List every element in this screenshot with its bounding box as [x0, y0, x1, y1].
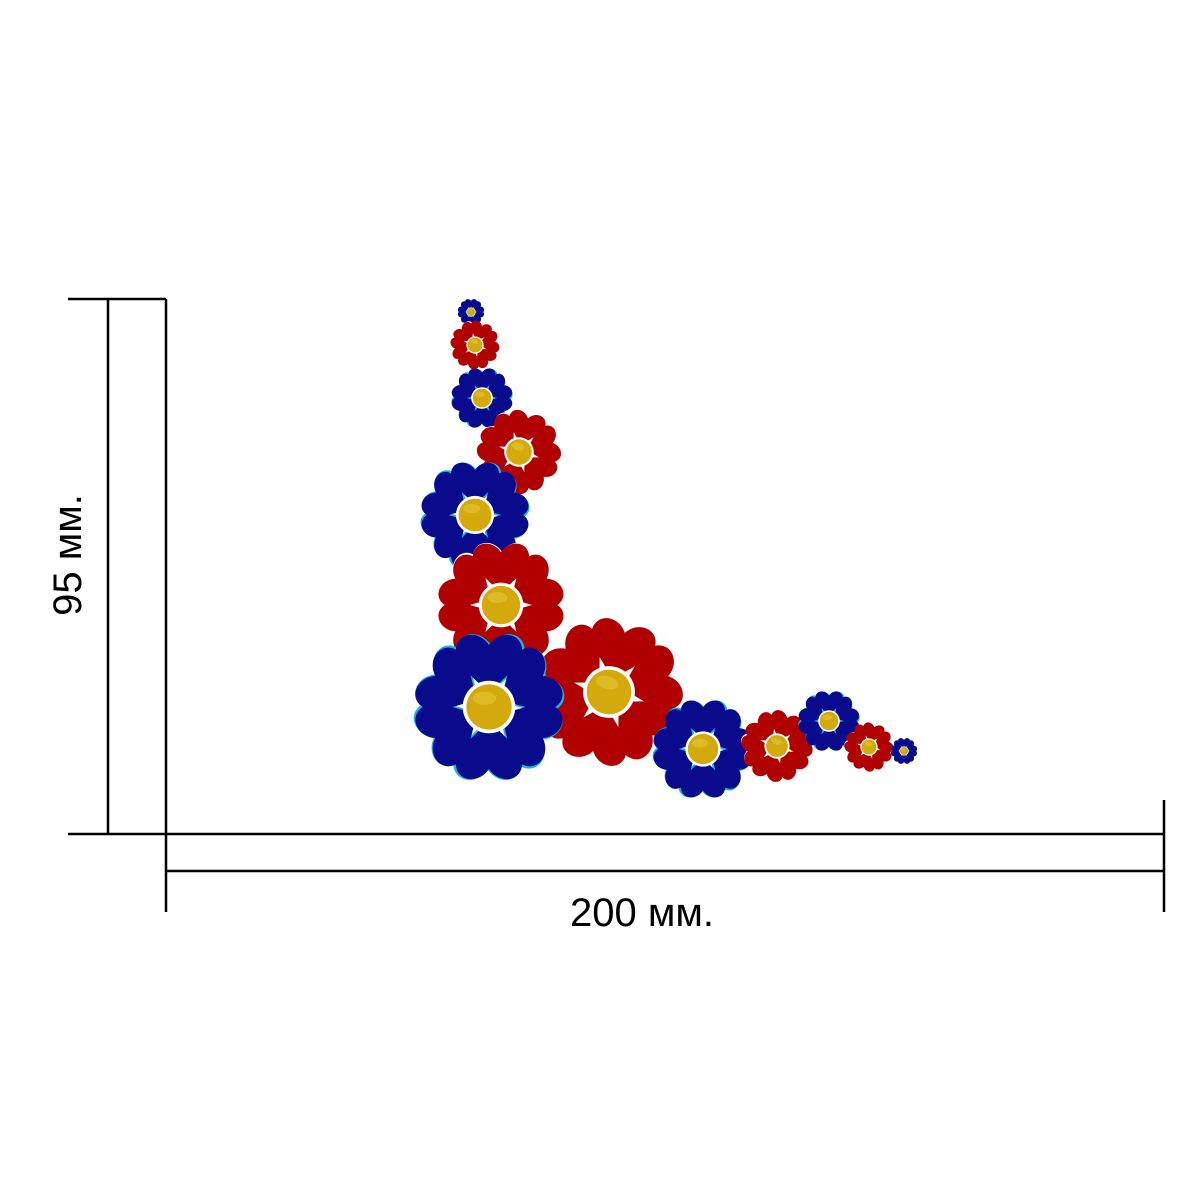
flower-center-highlight [771, 737, 782, 745]
petal [421, 471, 469, 518]
petal [815, 691, 843, 717]
flower-corner-ornament [413, 299, 918, 798]
petal [476, 347, 497, 369]
flower-center [481, 585, 521, 625]
flower-center [899, 746, 909, 756]
petal [653, 709, 698, 752]
flower-blue-bottom-small [798, 691, 860, 751]
flower-center [458, 498, 492, 532]
petal [832, 696, 860, 723]
flower-center [466, 684, 512, 730]
petal [468, 368, 496, 394]
petal [481, 471, 529, 518]
petal [450, 462, 500, 508]
petal [451, 373, 479, 400]
flower-center-highlight [595, 675, 619, 690]
petal [465, 299, 477, 311]
flower-center-highlight [901, 748, 906, 751]
petal [890, 740, 903, 752]
flower-center [472, 388, 492, 408]
petal [438, 554, 494, 608]
petal [905, 740, 918, 752]
petal [871, 749, 892, 770]
flower-center-highlight [475, 391, 485, 398]
petal [468, 402, 496, 428]
petal [616, 699, 677, 760]
petal [890, 750, 903, 762]
petal [898, 738, 910, 750]
petal [453, 321, 474, 343]
petal [680, 700, 726, 743]
petal [798, 719, 826, 746]
petal [415, 704, 481, 767]
dimension-frame [68, 297, 1166, 912]
flower-blue-corner-large [413, 634, 565, 780]
flower-red-corner-large [533, 617, 685, 767]
flower-blue-bottom-mid [652, 700, 754, 798]
petal [779, 749, 809, 780]
petal [451, 396, 479, 423]
flower-center-highlight [472, 691, 497, 705]
petal [523, 456, 558, 491]
petal [478, 330, 500, 353]
petal [472, 301, 485, 313]
width-dimension-label: 200 мм. [570, 891, 714, 935]
flower-center-highlight [864, 741, 873, 747]
petal [455, 717, 523, 780]
flower-center-highlight [511, 442, 525, 451]
flower-blue-top-tiny [457, 299, 485, 325]
petal [457, 311, 470, 323]
flower-blue-bottom-tiny [890, 738, 918, 764]
petal [680, 755, 726, 798]
flower-center-highlight [463, 503, 481, 514]
petal [798, 696, 826, 723]
flower-center [687, 733, 719, 765]
petal [815, 725, 843, 751]
petal [485, 373, 513, 400]
flower-center-highlight [692, 738, 708, 748]
flower-center-highlight [468, 309, 473, 312]
flower-center-highlight [487, 591, 508, 604]
petal [450, 337, 472, 360]
flower-red-top-small [450, 320, 500, 370]
petal [455, 634, 523, 697]
petal [457, 301, 470, 313]
flower-center-highlight [822, 714, 832, 721]
flower-center [819, 711, 839, 731]
petal [472, 543, 530, 597]
flower-blue-top-small [451, 368, 513, 428]
flower-center-highlight [470, 339, 479, 345]
petal [741, 734, 773, 767]
flower-red-bottom-small [844, 722, 894, 772]
height-dimension-label: 95 мм. [46, 494, 90, 616]
flower-red-mid-left [437, 542, 565, 668]
petal [508, 554, 564, 608]
petal [415, 647, 481, 710]
flower-red-bottom-mid [741, 710, 813, 782]
petal [898, 752, 910, 764]
petal [541, 624, 602, 685]
petal [480, 413, 515, 448]
flower-center [466, 307, 476, 317]
petal [745, 712, 775, 743]
petal [421, 512, 469, 559]
petal [497, 647, 563, 710]
petal [846, 724, 867, 745]
petal [653, 746, 698, 789]
